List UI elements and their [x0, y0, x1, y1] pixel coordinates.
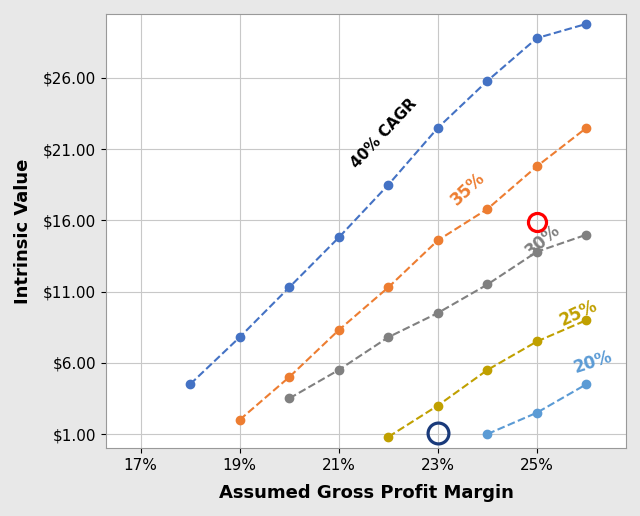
Text: 25%: 25%: [557, 297, 600, 330]
X-axis label: Assumed Gross Profit Margin: Assumed Gross Profit Margin: [219, 484, 513, 502]
Text: 20%: 20%: [572, 348, 615, 377]
Text: 40% CAGR: 40% CAGR: [349, 95, 420, 171]
Text: 30%: 30%: [522, 221, 564, 260]
Text: 35%: 35%: [448, 169, 489, 209]
Y-axis label: Intrinsic Value: Intrinsic Value: [14, 158, 32, 304]
